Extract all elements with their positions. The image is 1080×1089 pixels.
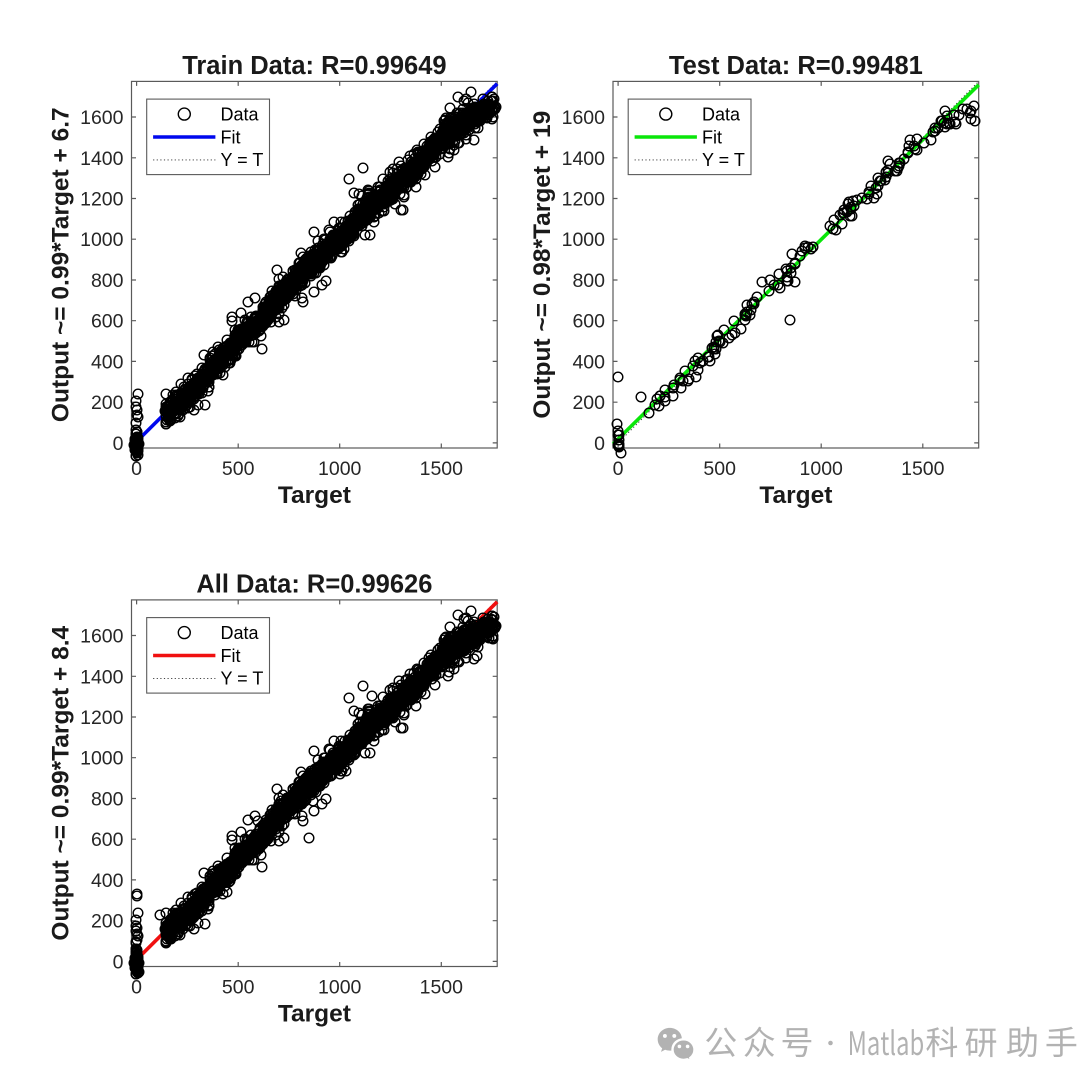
svg-text:200: 200 [91, 911, 124, 933]
svg-text:1200: 1200 [562, 189, 606, 211]
svg-text:200: 200 [572, 392, 605, 414]
svg-text:0: 0 [113, 433, 124, 455]
svg-text:0: 0 [113, 951, 124, 973]
svg-text:0: 0 [613, 458, 624, 480]
svg-text:800: 800 [572, 270, 605, 292]
svg-text:600: 600 [91, 311, 124, 333]
svg-text:400: 400 [572, 351, 605, 373]
svg-text:0: 0 [131, 977, 142, 999]
svg-text:1500: 1500 [420, 458, 464, 480]
svg-text:500: 500 [222, 458, 255, 480]
svg-text:500: 500 [703, 458, 736, 480]
svg-text:1000: 1000 [80, 748, 124, 770]
svg-text:800: 800 [91, 270, 124, 292]
svg-text:1000: 1000 [80, 229, 124, 251]
svg-text:1400: 1400 [80, 148, 124, 170]
svg-text:1200: 1200 [80, 707, 124, 729]
svg-text:1500: 1500 [420, 977, 464, 999]
svg-text:600: 600 [91, 829, 124, 851]
svg-text:1400: 1400 [562, 148, 606, 170]
svg-text:1600: 1600 [80, 626, 124, 648]
svg-text:600: 600 [572, 311, 605, 333]
svg-text:1600: 1600 [562, 107, 606, 129]
svg-text:1000: 1000 [318, 458, 362, 480]
svg-text:1000: 1000 [562, 229, 606, 251]
svg-text:400: 400 [91, 870, 124, 892]
svg-text:500: 500 [222, 977, 255, 999]
svg-text:0: 0 [131, 458, 142, 480]
svg-text:200: 200 [91, 392, 124, 414]
svg-text:400: 400 [91, 351, 124, 373]
svg-text:1500: 1500 [901, 458, 945, 480]
svg-text:800: 800 [91, 789, 124, 811]
svg-text:1000: 1000 [800, 458, 844, 480]
svg-text:1200: 1200 [80, 189, 124, 211]
svg-text:1400: 1400 [80, 666, 124, 688]
svg-text:1600: 1600 [80, 107, 124, 129]
svg-text:1000: 1000 [318, 977, 362, 999]
svg-text:0: 0 [594, 433, 605, 455]
